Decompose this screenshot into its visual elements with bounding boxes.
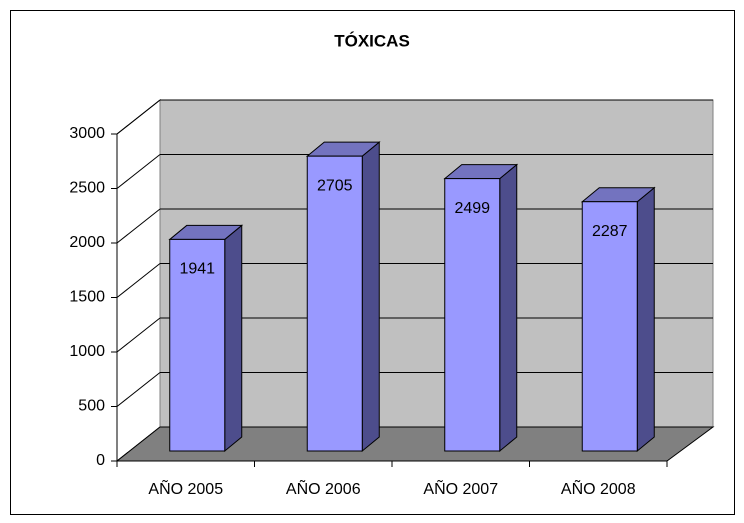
bar — [581, 201, 638, 452]
x-tick-label: AÑO 2005 — [148, 478, 223, 498]
x-tick-label: AÑO 2006 — [286, 478, 361, 498]
grid-line — [116, 154, 161, 189]
grid-line — [116, 99, 161, 135]
x-tick-label: AÑO 2008 — [561, 478, 636, 498]
value-label: 2499 — [454, 200, 490, 217]
floor — [115, 426, 715, 462]
value-label: 1941 — [179, 261, 215, 278]
y-tick-label: 500 — [78, 398, 105, 415]
bar-side — [224, 224, 243, 453]
value-label: 2705 — [317, 177, 353, 194]
chart-title: TÓXICAS — [334, 31, 410, 50]
bar-side — [636, 186, 655, 453]
bar-side — [499, 163, 518, 453]
y-tick-label: 2000 — [69, 234, 105, 251]
y-tick-label: 1000 — [69, 343, 105, 360]
y-tick-label: 2500 — [69, 180, 105, 197]
x-tick-label: AÑO 2007 — [423, 478, 498, 498]
y-tick-label: 0 — [96, 452, 105, 469]
value-label: 2287 — [592, 223, 628, 240]
bar — [444, 178, 501, 452]
grid-line — [116, 317, 161, 353]
grid-line — [116, 263, 161, 298]
grid-line — [116, 372, 161, 407]
grid-line — [116, 208, 161, 244]
y-tick-label: 3000 — [69, 125, 105, 142]
bar — [169, 238, 226, 452]
bar-side — [361, 141, 380, 453]
bar — [306, 155, 363, 452]
y-tick-label: 1500 — [69, 289, 105, 306]
